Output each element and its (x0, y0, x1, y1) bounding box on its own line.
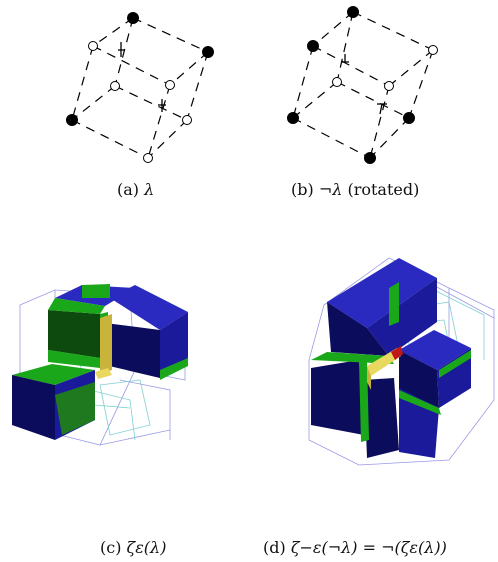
open-vertex (110, 81, 120, 91)
filled-vertex (66, 114, 78, 126)
cube-top-right (105, 285, 188, 378)
filled-vertex (364, 152, 376, 164)
caption-d-label: (d) (263, 538, 286, 557)
open-vertex (332, 77, 342, 87)
vertices (66, 12, 214, 163)
caption-a-label: (a) (117, 180, 140, 199)
vertices (287, 6, 438, 164)
cube-graph-neg-lambda-rotated (287, 6, 438, 164)
filled-vertex (347, 6, 359, 18)
caption-d-math: ζ−ε(¬λ) = ¬(ζε(λ)) (290, 538, 447, 557)
caption-a: (a) λ (117, 180, 154, 199)
panel-c: (c) ζε(λ) (0, 230, 249, 562)
center-block (367, 346, 403, 390)
filled-vertex (127, 12, 139, 24)
caption-b-math: ¬λ (318, 180, 343, 199)
panel-d: (d) ζ−ε(¬λ) = ¬(ζε(λ)) (249, 230, 498, 562)
open-vertex (428, 45, 438, 55)
caption-b-suffix: (rotated) (347, 180, 420, 199)
cube-bottom-left (12, 364, 95, 440)
cube-graph-lambda (66, 12, 214, 163)
open-vertex (165, 80, 175, 90)
open-vertex (88, 41, 98, 51)
render-zeta-eps-lambda (12, 284, 188, 446)
cube-bottom-left (311, 360, 439, 458)
caption-d: (d) ζ−ε(¬λ) = ¬(ζε(λ)) (263, 538, 447, 557)
caption-c-label: (c) (100, 538, 122, 557)
open-vertex (143, 153, 153, 163)
render-zeta-neg-eps-neg-lambda (308, 257, 495, 466)
caption-b: (b) ¬λ (rotated) (291, 180, 419, 199)
center-block (95, 314, 112, 379)
panel-a: (a) λ (0, 0, 249, 220)
caption-b-label: (b) (291, 180, 314, 199)
panel-b: (b) ¬λ (rotated) (249, 0, 498, 220)
filled-vertex (202, 46, 214, 58)
caption-c: (c) ζε(λ) (100, 538, 166, 557)
filled-vertex (307, 40, 319, 52)
green-slabs (311, 282, 471, 442)
cube-top (327, 258, 437, 356)
open-vertex (384, 81, 394, 91)
caption-a-math: λ (144, 180, 155, 199)
filled-vertex (403, 112, 415, 124)
caption-c-math: ζε(λ) (126, 538, 167, 557)
filled-vertex (287, 112, 299, 124)
open-vertex (182, 115, 192, 125)
